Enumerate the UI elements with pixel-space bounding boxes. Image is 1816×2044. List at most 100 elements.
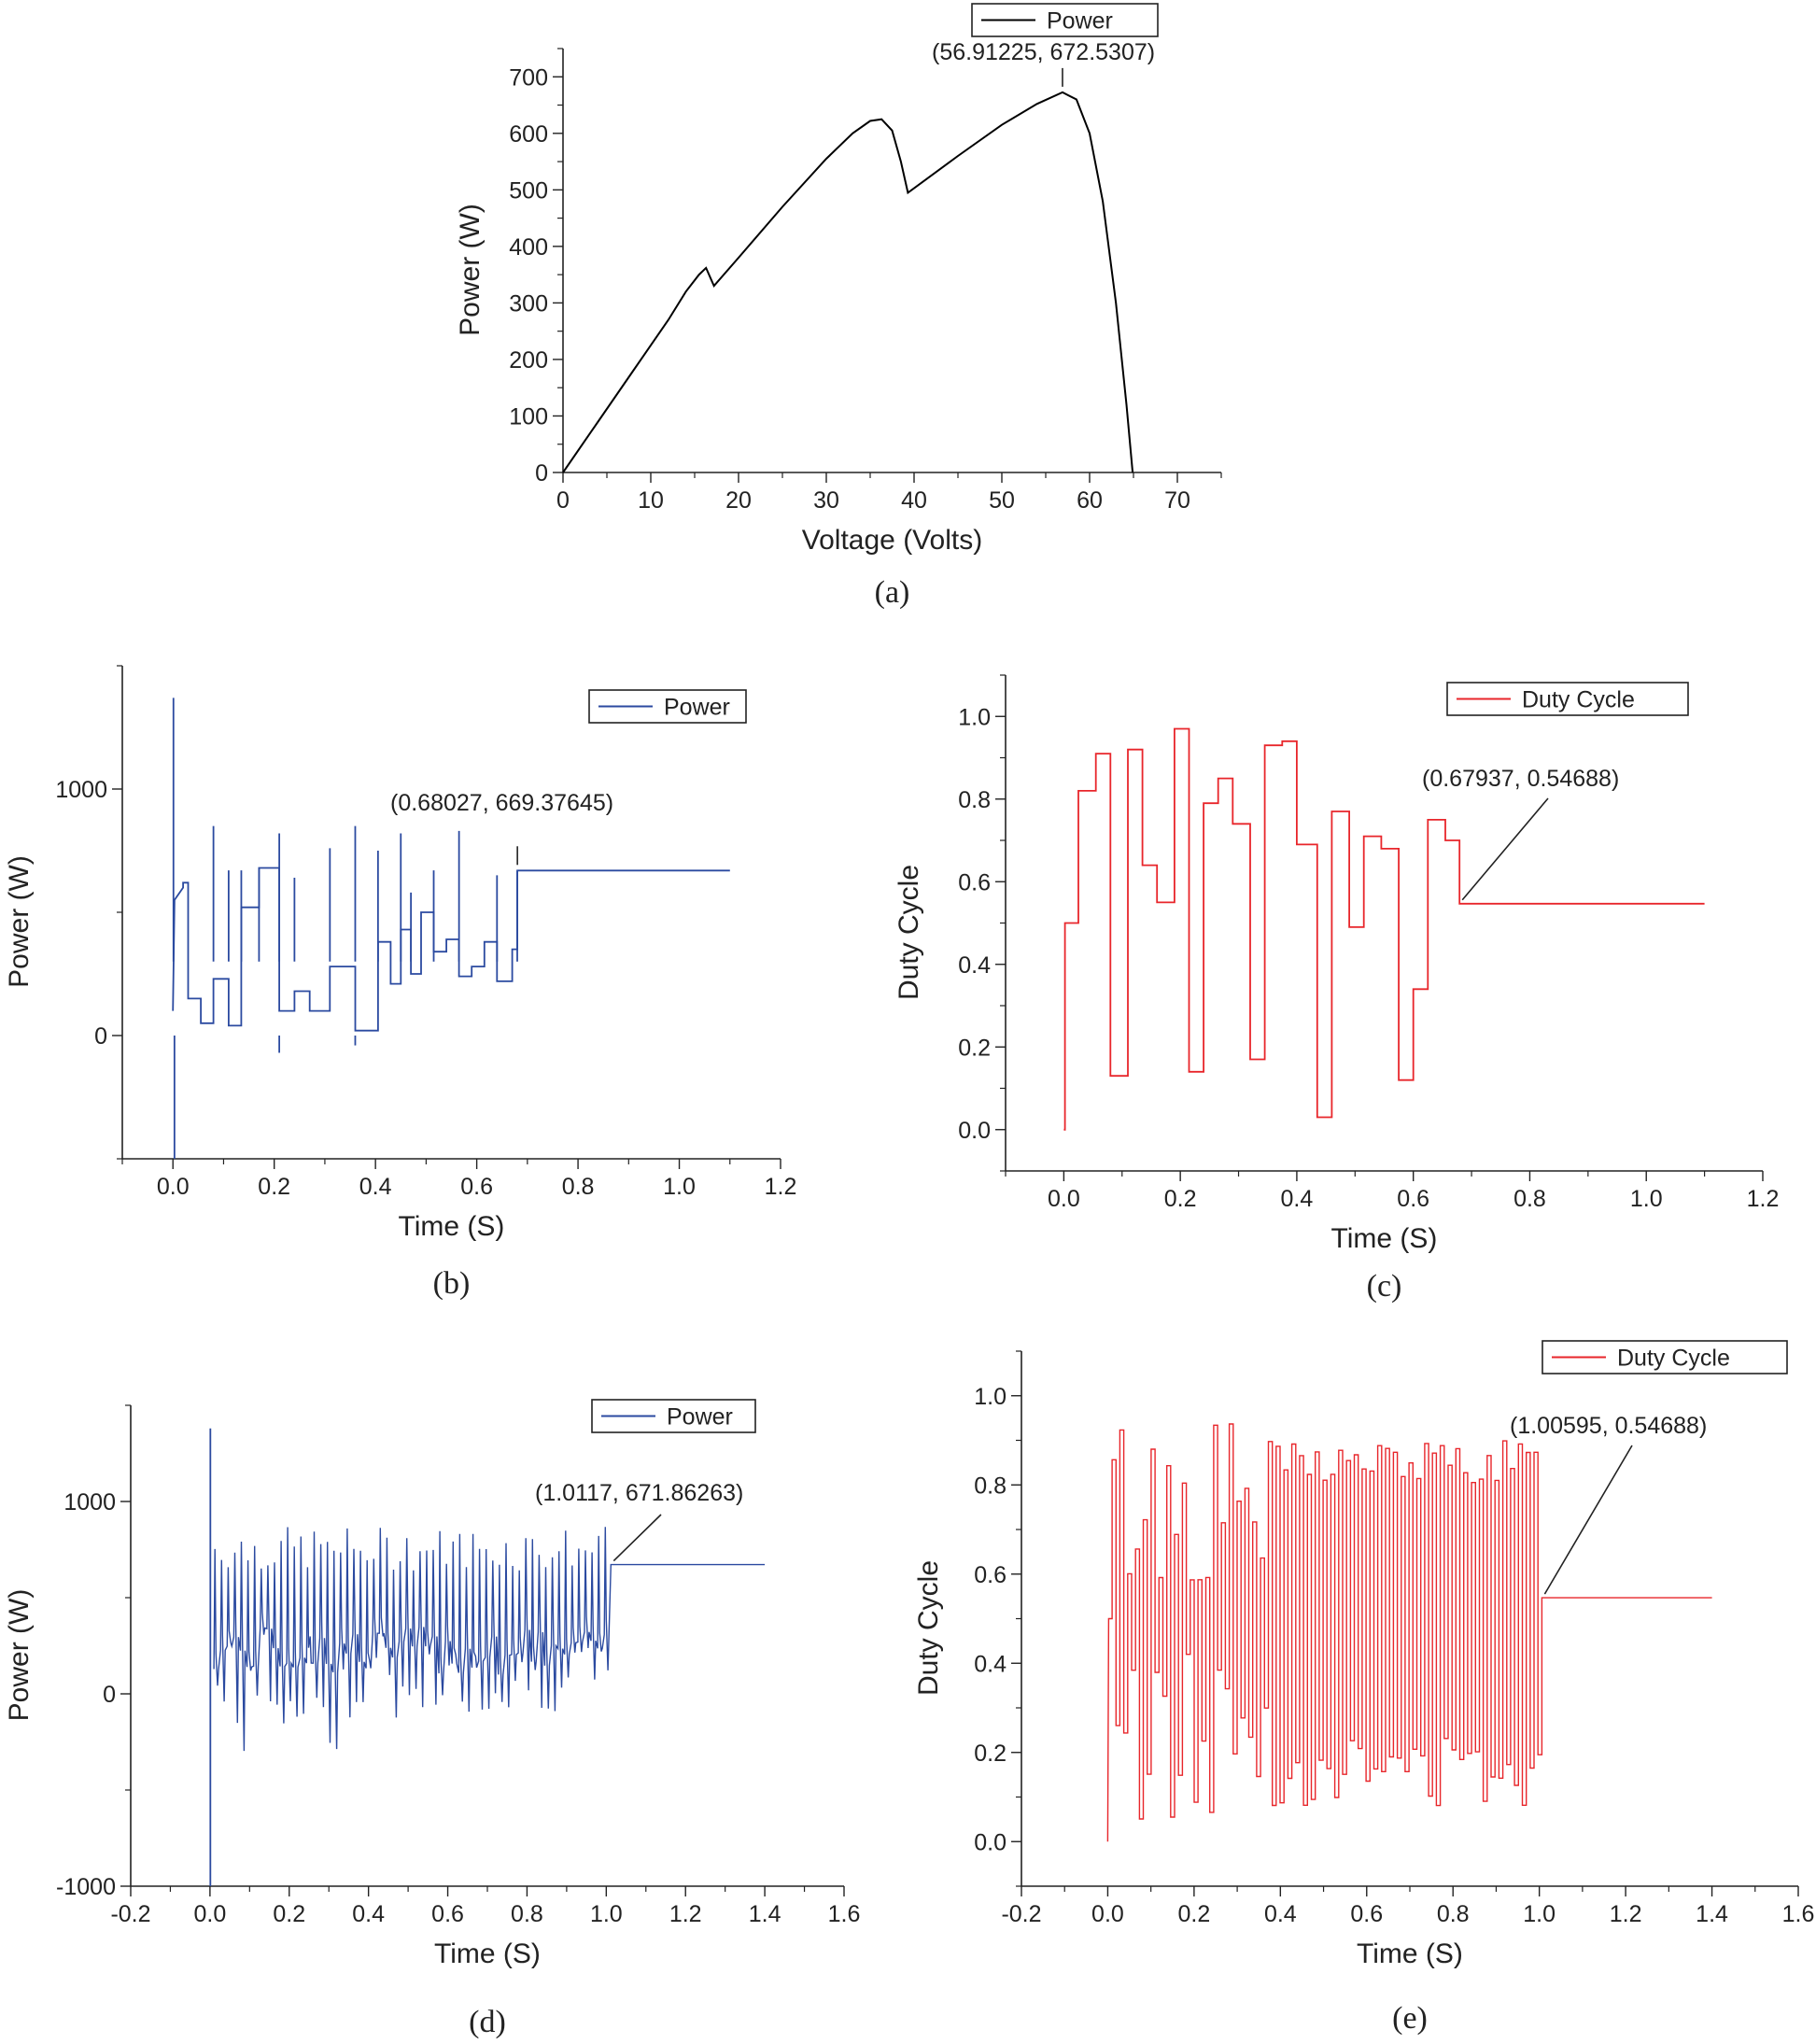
y-tick-label: 0.4 <box>974 1651 1007 1677</box>
x-tick-label: 0.4 <box>352 1901 385 1927</box>
x-axis-label: Time (S) <box>434 1938 541 1969</box>
legend: Power <box>591 1399 756 1433</box>
panel-caption: (d) <box>469 2005 506 2039</box>
y-tick-label: 0 <box>94 1023 107 1050</box>
y-tick-label: 0.6 <box>974 1562 1007 1588</box>
x-tick-label: 10 <box>638 487 664 514</box>
x-tick-label: 1.6 <box>1782 1901 1815 1927</box>
y-tick-label: 400 <box>509 234 548 261</box>
x-tick-label: 1.4 <box>749 1901 781 1927</box>
y-axis-label: Power (W) <box>4 855 35 988</box>
series-line-power <box>562 91 1134 473</box>
x-tick-label: 1.0 <box>1630 1186 1663 1212</box>
x-tick-label: 0.0 <box>157 1174 190 1200</box>
y-tick-label: 500 <box>509 177 548 204</box>
annotation-leader <box>612 1514 662 1562</box>
legend: Duty Cycle <box>1541 1340 1788 1374</box>
series-line-duty-cycle <box>1063 727 1705 1131</box>
y-tick-label: 600 <box>509 121 548 148</box>
x-axis-label: Time (S) <box>1357 1938 1463 1969</box>
x-tick-label: 0.8 <box>562 1174 595 1200</box>
chart-panel-d: -0.2 0.0 0.2 0.4 0.6 0.8 1.0 1.2 1.4 1.6 -1000 0 100… <box>4 1399 861 2039</box>
y-tick-label: 0.0 <box>958 1118 991 1144</box>
legend: Power <box>971 3 1159 37</box>
series-line-power <box>213 1527 766 1752</box>
y-tick-label: 0.8 <box>974 1473 1007 1499</box>
x-tick-label: 1.2 <box>765 1174 797 1200</box>
x-tick-label: 0.8 <box>1513 1186 1546 1212</box>
x-tick-label: 1.6 <box>828 1901 861 1927</box>
legend-label: Power <box>667 1404 733 1431</box>
panel-caption: (c) <box>1367 1269 1402 1304</box>
y-tick-label: 300 <box>509 290 548 317</box>
annotation-label: (56.91225, 672.5307) <box>932 39 1155 65</box>
series-line-power <box>172 867 730 1032</box>
y-tick-label: 0.6 <box>958 869 991 895</box>
x-tick-label: 50 <box>989 487 1015 514</box>
x-tick-label: 60 <box>1077 487 1103 514</box>
panel-caption: (b) <box>433 1266 471 1301</box>
y-axis-label: Duty Cycle <box>913 1560 944 1696</box>
y-tick-label: 0.0 <box>974 1829 1007 1855</box>
x-tick-label: -0.2 <box>1001 1901 1041 1927</box>
y-axis-label: Duty Cycle <box>894 865 924 1000</box>
x-tick-label: 0.6 <box>1397 1186 1429 1212</box>
y-tick-label: 700 <box>509 64 548 91</box>
x-axis-label: Time (S) <box>1331 1223 1438 1254</box>
x-tick-label: 1.0 <box>590 1901 623 1927</box>
x-tick-label: 0.4 <box>1281 1186 1314 1212</box>
y-tick-label: 0.2 <box>974 1741 1007 1767</box>
panel-caption: (e) <box>1392 2001 1428 2036</box>
y-tick-label: 1000 <box>63 1489 116 1515</box>
x-tick-label: 0.2 <box>273 1901 305 1927</box>
x-tick-label: 0.2 <box>1164 1186 1197 1212</box>
annotation-leader <box>1461 797 1549 901</box>
x-axis-label: Voltage (Volts) <box>802 525 982 556</box>
legend-label: Power <box>1047 8 1113 35</box>
x-tick-label: 1.2 <box>1747 1186 1780 1212</box>
x-tick-label: -0.2 <box>110 1901 150 1927</box>
y-tick-label: 1.0 <box>958 704 991 730</box>
x-tick-label: 0.0 <box>1048 1186 1080 1212</box>
x-tick-label: 1.4 <box>1696 1901 1728 1927</box>
panel-caption: (a) <box>875 575 910 610</box>
x-tick-label: 0.0 <box>1091 1901 1124 1927</box>
x-tick-label: 0 <box>556 487 570 514</box>
x-tick-label: 0.6 <box>1350 1901 1383 1927</box>
annotation-leader <box>1543 1445 1633 1595</box>
x-tick-label: 0.6 <box>460 1174 493 1200</box>
y-tick-label: 0.2 <box>958 1035 991 1061</box>
x-tick-label: 0.4 <box>359 1174 392 1200</box>
y-axis-label: Power (W) <box>4 1589 35 1722</box>
x-tick-label: 0.8 <box>511 1901 543 1927</box>
y-axis-label: Power (W) <box>455 204 486 336</box>
chart-panel-b: 0.0 0.2 0.4 0.6 0.8 1.0 1.2 0 1000 Time (S) Power … <box>4 665 797 1301</box>
y-tick-label: 0.8 <box>958 787 991 813</box>
y-tick-label: 200 <box>509 347 548 374</box>
x-tick-label: 1.2 <box>669 1901 702 1927</box>
x-tick-label: 30 <box>813 487 839 514</box>
y-tick-label: 0.4 <box>958 952 991 979</box>
annotation-label: (0.67937, 0.54688) <box>1422 766 1619 792</box>
y-tick-label: 100 <box>509 403 548 430</box>
y-tick-label: 0 <box>103 1682 116 1708</box>
annotation-label: (0.68027, 669.37645) <box>390 790 613 816</box>
chart-panel-c: 0.0 0.2 0.4 0.6 0.8 1.0 1.2 0.0 0.2 0.4 0.6 0.8 1.0 T… <box>894 674 1780 1304</box>
x-axis-label: Time (S) <box>399 1211 505 1242</box>
y-tick-label: 0 <box>535 460 548 486</box>
x-tick-label: 20 <box>725 487 752 514</box>
legend-label: Duty Cycle <box>1522 687 1635 713</box>
chart-panel-a: 0 10 20 30 40 50 60 700100200300400500600700Vol… <box>455 3 1222 610</box>
x-tick-label: 40 <box>901 487 927 514</box>
y-tick-label: 1000 <box>55 777 107 803</box>
x-tick-label: 70 <box>1164 487 1190 514</box>
series-line-duty-cycle <box>1106 1423 1712 1842</box>
x-tick-label: 0.0 <box>194 1901 227 1927</box>
chart-panel-e: -0.2 0.0 0.2 0.4 0.6 0.8 1.0 1.2 1.4 1.6 0.0 0.2 0.4… <box>913 1340 1815 2036</box>
legend-label: Duty Cycle <box>1617 1346 1730 1372</box>
x-tick-label: 0.2 <box>258 1174 290 1200</box>
y-tick-label: -1000 <box>56 1874 116 1900</box>
legend-label: Power <box>664 695 730 721</box>
annotation-label: (1.00595, 0.54688) <box>1510 1413 1707 1439</box>
